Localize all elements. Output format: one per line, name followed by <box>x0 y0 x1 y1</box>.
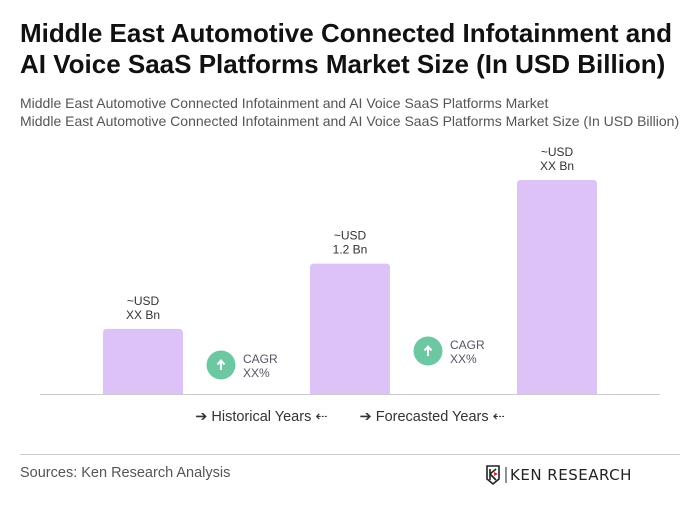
legend: ➔ Historical Years ⇠ ➔ Forecasted Years … <box>0 409 700 425</box>
subtitle: Middle East Automotive Connected Infotai… <box>20 95 549 111</box>
logo-text: KEN RESEARCH <box>510 466 632 484</box>
source: Sources: Ken Research Analysis <box>20 465 231 481</box>
data-label: 1.2 Bn <box>333 243 368 257</box>
chart-title: Middle East Automotive Connected Infotai… <box>20 18 672 79</box>
header: Middle East Automotive Connected Infotai… <box>20 18 690 130</box>
data-label: XX Bn <box>126 308 160 322</box>
arrow-up-icon <box>423 344 433 356</box>
cagr-label: CAGR <box>450 338 485 352</box>
cagr-label: CAGR <box>243 352 278 366</box>
bar <box>517 180 597 394</box>
bar <box>310 263 390 394</box>
cagr-value: XX% <box>450 352 477 366</box>
arrow-up-icon <box>216 358 226 370</box>
bar <box>103 328 183 394</box>
subtitle-2: Middle East Automotive Connected Infotai… <box>20 113 680 129</box>
data-label: ~USD <box>334 229 367 243</box>
legend-historical: ➔ Historical Years ⇠ <box>195 409 328 425</box>
legend-forecasted: ➔ Forecasted Years ⇠ <box>359 409 505 425</box>
data-label: ~USD <box>541 145 574 159</box>
cagr-value: XX% <box>243 366 270 380</box>
data-label: XX Bn <box>540 159 574 173</box>
divider <box>20 454 680 455</box>
data-label: ~USD <box>127 294 160 308</box>
ken-research-logo: KEN RESEARCH <box>486 465 632 486</box>
